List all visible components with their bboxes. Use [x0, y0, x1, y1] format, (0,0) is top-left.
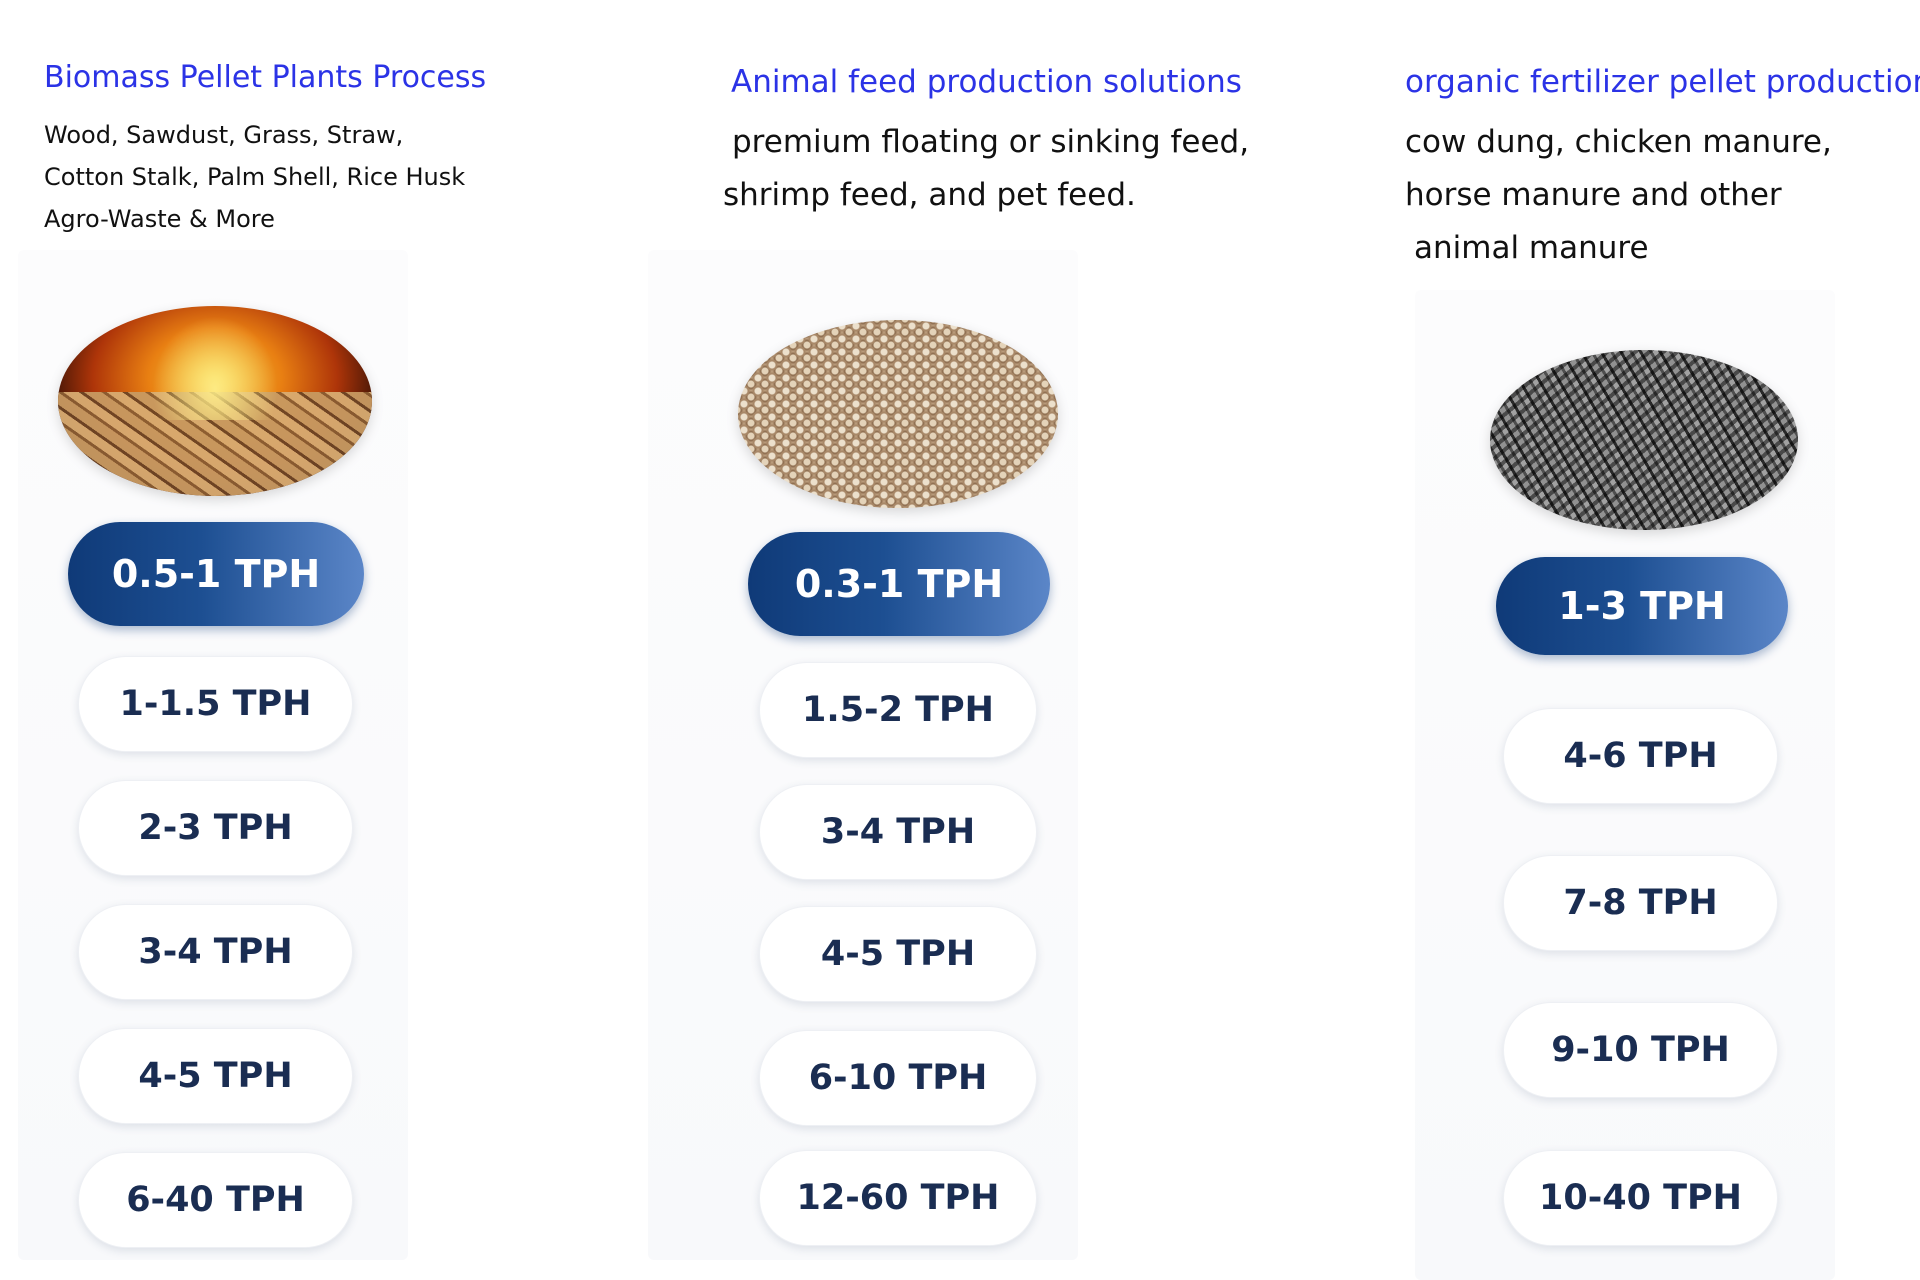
animal-feed-description: premium floating or sinking feed, shrimp…	[723, 116, 1249, 222]
biomass-column: Biomass Pellet Plants Process Wood, Sawd…	[0, 0, 640, 1280]
fertilizer-description-line: animal manure	[1414, 230, 1649, 266]
fertilizer-title: organic fertilizer pellet production	[1405, 64, 1920, 100]
capacity-option[interactable]: 4-6 TPH	[1503, 708, 1778, 804]
biomass-title: Biomass Pellet Plants Process	[44, 60, 487, 95]
capacity-option-active[interactable]: 0.5-1 TPH	[68, 522, 364, 626]
capacity-option[interactable]: 6-10 TPH	[759, 1030, 1037, 1126]
capacity-option[interactable]: 2-3 TPH	[78, 780, 353, 876]
capacity-option[interactable]: 6-40 TPH	[78, 1152, 353, 1248]
capacity-option[interactable]: 10-40 TPH	[1503, 1150, 1778, 1246]
animal-feed-description-line: shrimp feed, and pet feed.	[723, 177, 1136, 213]
fertilizer-description-line: horse manure and other	[1405, 177, 1782, 213]
animal-feed-pellets-image	[738, 320, 1058, 508]
capacity-option[interactable]: 4-5 TPH	[78, 1028, 353, 1124]
capacity-option[interactable]: 1-1.5 TPH	[78, 656, 353, 752]
animal-feed-title: Animal feed production solutions	[731, 64, 1242, 100]
capacity-option-active[interactable]: 0.3-1 TPH	[748, 532, 1050, 636]
biomass-pellets-fire-image	[58, 306, 372, 496]
biomass-description-line: Cotton Stalk, Palm Shell, Rice Husk	[44, 163, 466, 191]
animal-feed-description-line: premium floating or sinking feed,	[732, 124, 1250, 160]
capacity-option-active[interactable]: 1-3 TPH	[1496, 557, 1788, 655]
capacity-option[interactable]: 7-8 TPH	[1503, 855, 1778, 951]
fertilizer-description: cow dung, chicken manure, horse manure a…	[1405, 116, 1832, 275]
capacity-option[interactable]: 3-4 TPH	[759, 784, 1037, 880]
fertilizer-pellets-image	[1490, 350, 1798, 530]
biomass-description-line: Agro-Waste & More	[44, 205, 275, 233]
capacity-option[interactable]: 12-60 TPH	[759, 1150, 1037, 1246]
capacity-option[interactable]: 9-10 TPH	[1503, 1002, 1778, 1098]
biomass-description-line: Wood, Sawdust, Grass, Straw,	[44, 121, 404, 149]
biomass-description: Wood, Sawdust, Grass, Straw, Cotton Stal…	[44, 114, 465, 240]
fertilizer-description-line: cow dung, chicken manure,	[1405, 124, 1832, 160]
capacity-option[interactable]: 3-4 TPH	[78, 904, 353, 1000]
capacity-option[interactable]: 1.5-2 TPH	[759, 662, 1037, 758]
capacity-option[interactable]: 4-5 TPH	[759, 906, 1037, 1002]
animal-feed-column: Animal feed production solutions premium…	[640, 0, 1280, 1280]
fertilizer-column: organic fertilizer pellet production cow…	[1280, 0, 1920, 1280]
